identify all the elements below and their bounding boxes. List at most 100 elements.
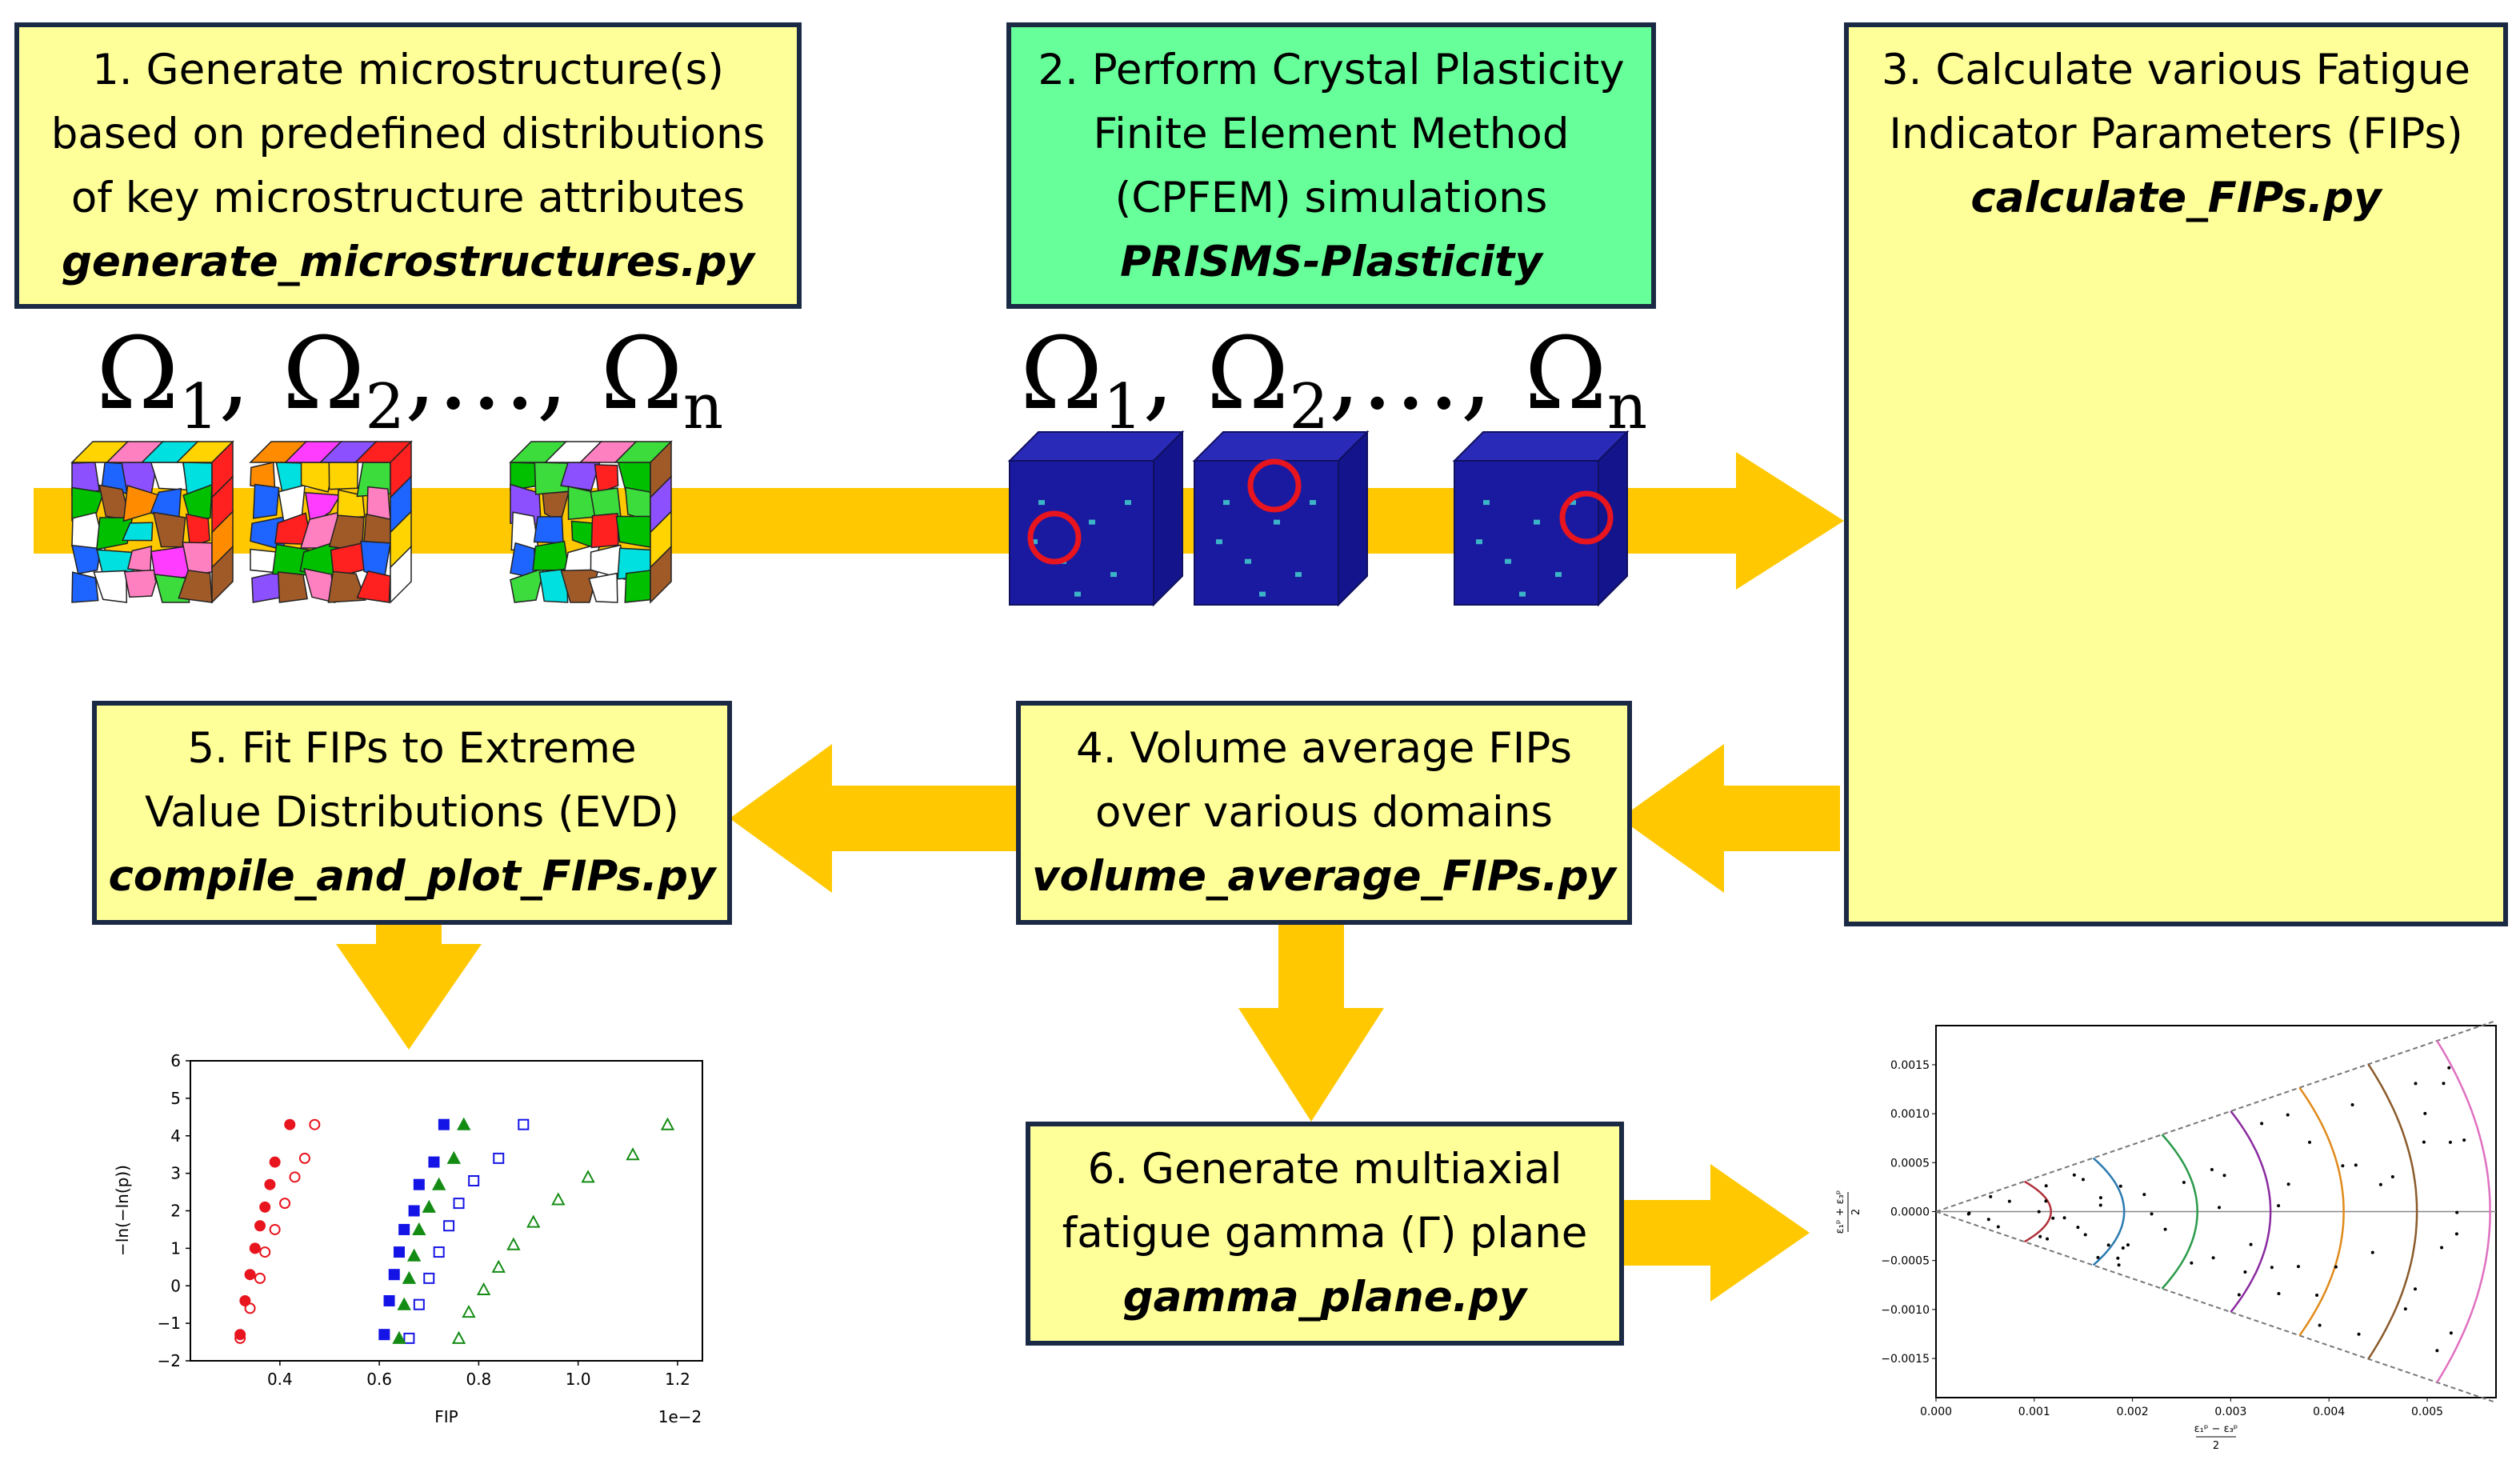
cpfem-cube-2: [1192, 430, 1370, 607]
gamma-x-tick-label: 0.004: [2313, 1406, 2345, 1418]
gamma-scatter-point: [2315, 1294, 2319, 1298]
evd-point-s0: [259, 1201, 271, 1213]
evd-point-s5: [491, 1259, 506, 1273]
gamma-scatter-point: [2350, 1103, 2354, 1107]
evd-point-s1: [269, 1223, 281, 1235]
evd-point-s1: [309, 1118, 321, 1130]
gamma-scatter-point: [2440, 1246, 2444, 1250]
evd-y-tick-label: 2: [170, 1202, 181, 1221]
microstructure-cube-3: [509, 440, 673, 604]
gamma-curve-2: [2092, 1157, 2126, 1266]
hotspot-circle-2: [1247, 458, 1302, 513]
evd-x-multiplier: 1e−2: [658, 1407, 702, 1426]
gamma-x-tick-label: 0.000: [1920, 1406, 1952, 1418]
evd-point-s3: [518, 1118, 530, 1130]
gamma-scatter-point: [2308, 1140, 2312, 1144]
evd-point-s1: [244, 1302, 256, 1314]
gamma-scatter-point: [2037, 1210, 2041, 1214]
gamma-x-tick-label: 0.001: [2018, 1406, 2050, 1418]
gamma-scatter-point: [2121, 1246, 2125, 1250]
step-3-line-2: Indicator Parameters (FIPs): [1889, 110, 2463, 158]
gamma-scatter-point: [2370, 1250, 2374, 1254]
gamma-scatter-point: [2414, 1287, 2418, 1291]
evd-y-tick-label: 0: [170, 1276, 181, 1295]
step-3-line-1: 3. Calculate various Fatigue: [1881, 46, 2471, 94]
gamma-scatter-point: [2435, 1349, 2439, 1353]
evd-point-s5: [551, 1192, 566, 1206]
step-6-script: gamma_plane.py: [1122, 1273, 1527, 1322]
gamma-scatter-point: [2098, 1203, 2102, 1207]
evd-point-s0: [249, 1242, 261, 1254]
gamma-scatter-point: [2096, 1255, 2100, 1259]
evd-point-s0: [264, 1178, 276, 1190]
evd-point-s1: [298, 1152, 310, 1164]
evd-point-s3: [423, 1272, 435, 1284]
step-6-line-1: 6. Generate multiaxial: [1087, 1145, 1562, 1194]
evd-point-s0: [284, 1118, 296, 1130]
evd-point-s4: [446, 1150, 461, 1164]
gamma-curve-4: [2230, 1110, 2272, 1313]
gamma-scatter-point: [2051, 1216, 2055, 1220]
flow-arrow-5-to-evd-plot: [336, 920, 482, 1050]
gamma-scatter-point: [1967, 1211, 1971, 1215]
flow-arrow-6-to-gamma-plot: [1620, 1164, 1810, 1302]
gamma-lower-bound: [1935, 1210, 2497, 1404]
gamma-x-label-den: 2: [2213, 1440, 2219, 1452]
gamma-y-tick-label: 0.0010: [1890, 1108, 1930, 1121]
evd-point-s0: [254, 1220, 266, 1232]
gamma-plane-plot: 0.0015 0.0010 0.0005 0.0000 −0.0005 −0.0010 −0…: [1834, 1019, 2497, 1452]
gamma-scatter-point: [2044, 1184, 2048, 1188]
step-5-script: compile_and_plot_FIPs.py: [108, 852, 716, 901]
evd-point-s4: [432, 1177, 446, 1190]
microstructure-cube-2: [249, 440, 413, 604]
gamma-scatter-point: [2454, 1232, 2458, 1236]
gamma-scatter-point: [2150, 1212, 2154, 1216]
gamma-scatter-point: [2390, 1175, 2394, 1179]
step-1-script: generate_microstructures.py: [61, 238, 755, 286]
gamma-x-ticks: 0.000 0.001 0.002 0.003 0.004 0.005: [1920, 1398, 2443, 1418]
evd-point-s1: [259, 1246, 271, 1258]
step-4-line-2: over various domains: [1095, 788, 1553, 837]
evd-point-s5: [506, 1237, 521, 1250]
flow-arrow-4-to-5: [730, 744, 1020, 893]
gamma-scatter-point: [2341, 1164, 2345, 1168]
evd-y-ticks: 6 5 4 3 2 1 0 −1 −2: [158, 1051, 190, 1370]
evd-data-points: [234, 1117, 675, 1344]
evd-y-tick-label: −2: [158, 1351, 181, 1370]
evd-point-s4: [412, 1222, 426, 1235]
gamma-y-tick-label: 0.0000: [1890, 1206, 1930, 1219]
gamma-scatter-point: [2046, 1237, 2050, 1241]
evd-point-s2: [438, 1118, 450, 1130]
gamma-scatter-point: [1996, 1225, 2000, 1229]
evd-point-s0: [244, 1269, 256, 1281]
gamma-scatter-point: [2286, 1113, 2290, 1117]
gamma-y-tick-label: −0.0005: [1881, 1255, 1930, 1268]
gamma-scatter-point: [2081, 1178, 2085, 1182]
gamma-scatter-point: [2403, 1307, 2407, 1311]
evd-point-s2: [378, 1329, 390, 1341]
step-5-fit-evd: 5. Fit FIPs to Extreme Value Distributio…: [92, 701, 732, 925]
evd-point-s4: [397, 1297, 411, 1310]
gamma-curve-3: [2161, 1134, 2198, 1290]
step-2-software: PRISMS-Plasticity: [1120, 238, 1542, 286]
evd-point-s0: [234, 1329, 246, 1341]
step-1-line-1: 1. Generate microstructure(s): [92, 46, 724, 94]
evd-point-s3: [443, 1220, 455, 1232]
gamma-scatter-point: [2072, 1173, 2076, 1177]
evd-point-s4: [392, 1330, 406, 1344]
evd-y-label: −ln(−ln(p)): [113, 1165, 132, 1256]
cpfem-cube-1: [1007, 430, 1185, 607]
evd-point-s0: [269, 1156, 281, 1168]
gamma-scatter-point: [2296, 1265, 2300, 1269]
step-2-line-3: (CPFEM) simulations: [1114, 174, 1548, 222]
evd-point-s2: [398, 1223, 410, 1235]
gamma-scatter-point: [2455, 1210, 2459, 1214]
gamma-y-tick-label: −0.0010: [1881, 1304, 1930, 1317]
evd-plot: 6 5 4 3 2 1 0 −1 −2 0.4 0.6 0.8 1.0 1.2 FIP 1e−2 −ln…: [113, 1051, 703, 1426]
gamma-scatter-point: [2222, 1174, 2226, 1178]
evd-point-s3: [413, 1298, 425, 1310]
gamma-scatter-point: [1989, 1194, 1993, 1198]
gamma-scatter-point: [2117, 1263, 2121, 1267]
gamma-scatter-point: [2447, 1066, 2451, 1070]
gamma-scatter-point: [2442, 1082, 2446, 1086]
